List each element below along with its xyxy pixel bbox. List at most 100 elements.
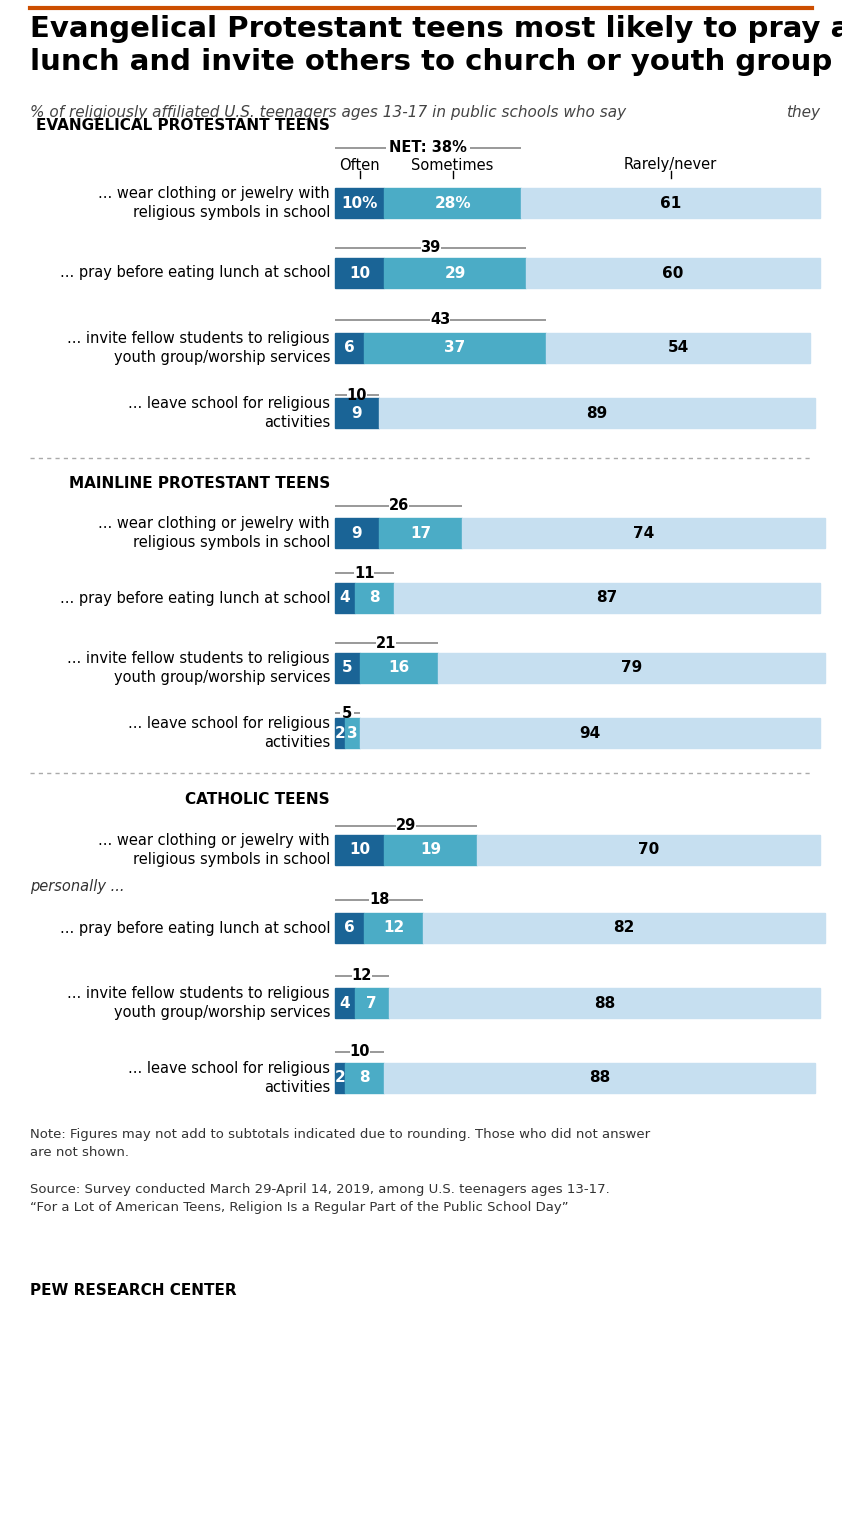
Text: ... wear clothing or jewelry with
religious symbols in school: ... wear clothing or jewelry with religi… (99, 516, 330, 551)
Bar (462, 518, 825, 548)
Text: Note: Figures may not add to subtotals indicated due to rounding. Those who did : Note: Figures may not add to subtotals i… (30, 1128, 650, 1160)
Bar (335, 398, 379, 428)
Bar (365, 912, 424, 943)
Text: 28%: 28% (434, 196, 471, 211)
Text: 3: 3 (347, 726, 358, 741)
Text: 18: 18 (369, 893, 389, 908)
Text: ... pray before eating lunch at school: ... pray before eating lunch at school (60, 266, 330, 281)
Text: 6: 6 (344, 340, 355, 355)
Text: 94: 94 (579, 726, 600, 741)
Text: they: they (786, 105, 820, 120)
Text: 4: 4 (339, 591, 350, 606)
Bar (335, 258, 384, 288)
Text: 5: 5 (342, 660, 353, 676)
Text: 6: 6 (344, 920, 355, 935)
Bar (335, 332, 365, 363)
Text: ... invite fellow students to religious
youth group/worship services: ... invite fellow students to religious … (67, 985, 330, 1020)
Bar (384, 258, 526, 288)
Text: 10: 10 (347, 387, 367, 402)
Text: 37: 37 (445, 340, 466, 355)
Bar (335, 1063, 345, 1093)
Bar (384, 188, 521, 219)
Bar (335, 583, 354, 613)
Text: 88: 88 (594, 996, 616, 1011)
Text: 7: 7 (366, 996, 377, 1011)
Text: 5: 5 (342, 706, 352, 721)
Text: ... invite fellow students to religious
youth group/worship services: ... invite fellow students to religious … (67, 651, 330, 686)
Bar (384, 835, 477, 865)
Text: 29: 29 (396, 818, 416, 833)
Text: 10: 10 (349, 842, 370, 858)
Text: personally ...: personally ... (30, 879, 125, 894)
Text: 29: 29 (445, 266, 466, 281)
Text: 12: 12 (383, 920, 404, 935)
Bar (379, 518, 462, 548)
Text: 60: 60 (663, 266, 684, 281)
Text: Sometimes: Sometimes (412, 158, 493, 173)
Bar (354, 988, 389, 1019)
Bar (345, 1063, 384, 1093)
Text: ... invite fellow students to religious
youth group/worship services: ... invite fellow students to religious … (67, 331, 330, 366)
Text: ... wear clothing or jewelry with
religious symbols in school: ... wear clothing or jewelry with religi… (99, 185, 330, 220)
Text: ... pray before eating lunch at school: ... pray before eating lunch at school (60, 920, 330, 935)
Text: ... leave school for religious
activities: ... leave school for religious activitie… (128, 715, 330, 750)
Text: 10: 10 (349, 266, 370, 281)
Text: 2: 2 (334, 1070, 345, 1085)
Bar (345, 718, 360, 748)
Text: ... wear clothing or jewelry with
religious symbols in school: ... wear clothing or jewelry with religi… (99, 832, 330, 867)
Text: 9: 9 (352, 405, 362, 420)
Text: 10%: 10% (341, 196, 378, 211)
Text: 43: 43 (430, 313, 450, 328)
Text: 17: 17 (410, 525, 431, 540)
Text: 21: 21 (376, 636, 397, 651)
Text: Evangelical Protestant teens most likely to pray at
lunch and invite others to c: Evangelical Protestant teens most likely… (30, 15, 842, 76)
Bar (335, 718, 345, 748)
Text: ... leave school for religious
activities: ... leave school for religious activitie… (128, 1061, 330, 1096)
Text: 79: 79 (621, 660, 642, 676)
Bar (365, 332, 546, 363)
Text: ... pray before eating lunch at school: ... pray before eating lunch at school (60, 591, 330, 606)
Text: 11: 11 (354, 566, 375, 580)
Text: 26: 26 (388, 498, 409, 513)
Text: 12: 12 (352, 968, 372, 984)
Bar (354, 583, 394, 613)
Bar (521, 188, 820, 219)
Text: CATHOLIC TEENS: CATHOLIC TEENS (185, 792, 330, 808)
Bar (526, 258, 820, 288)
Bar (335, 518, 379, 548)
Text: 19: 19 (420, 842, 441, 858)
Text: 82: 82 (614, 920, 635, 935)
Bar (424, 912, 825, 943)
Text: 61: 61 (660, 196, 681, 211)
Bar (389, 988, 820, 1019)
Bar (384, 1063, 815, 1093)
Bar (379, 398, 815, 428)
Text: NET: 38%: NET: 38% (389, 141, 467, 155)
Text: % of religiously affiliated U.S. teenagers ages 13-17 in public schools who say: % of religiously affiliated U.S. teenage… (30, 105, 626, 120)
Bar (335, 835, 384, 865)
Bar (477, 835, 820, 865)
Text: ... leave school for religious
activities: ... leave school for religious activitie… (128, 396, 330, 431)
Text: PEW RESEARCH CENTER: PEW RESEARCH CENTER (30, 1283, 237, 1298)
Bar (394, 583, 820, 613)
Text: 89: 89 (587, 405, 608, 420)
Text: 54: 54 (668, 340, 689, 355)
Text: Rarely/never: Rarely/never (624, 158, 717, 173)
Text: MAINLINE PROTESTANT TEENS: MAINLINE PROTESTANT TEENS (69, 475, 330, 490)
Text: 8: 8 (359, 1070, 370, 1085)
Text: 8: 8 (369, 591, 380, 606)
Bar (335, 653, 360, 683)
Text: 87: 87 (596, 591, 617, 606)
Text: 88: 88 (589, 1070, 610, 1085)
Bar (335, 188, 384, 219)
Text: EVANGELICAL PROTESTANT TEENS: EVANGELICAL PROTESTANT TEENS (36, 118, 330, 134)
Text: 16: 16 (388, 660, 409, 676)
Text: Often: Often (339, 158, 380, 173)
Text: 39: 39 (420, 240, 440, 255)
Text: 9: 9 (352, 525, 362, 540)
Text: Source: Survey conducted March 29-April 14, 2019, among U.S. teenagers ages 13-1: Source: Survey conducted March 29-April … (30, 1183, 610, 1214)
Bar (335, 988, 354, 1019)
Text: 2: 2 (334, 726, 345, 741)
Bar (546, 332, 810, 363)
Bar (438, 653, 825, 683)
